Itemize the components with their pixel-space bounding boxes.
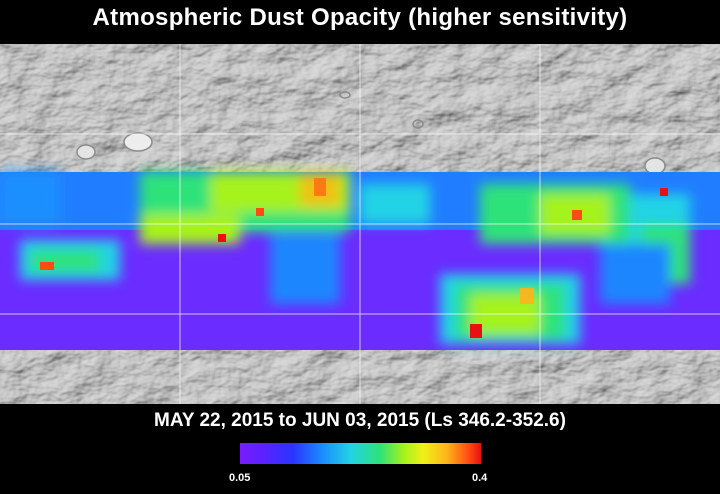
date-range: MAY 22, 2015 to JUN 03, 2015 (Ls 346.2-3… [154,410,566,431]
dust-hotspot-center [256,208,264,216]
colorbar-max-label: 0.4 [472,472,488,484]
colorbar [240,443,481,464]
dust-opacity-map [0,44,720,404]
map-title: Atmospheric Dust Opacity (higher sensiti… [92,4,628,31]
colorbar-min-label: 0.05 [229,472,251,484]
dust-hotspot-east [572,210,582,220]
coordinate-grid [0,44,720,404]
dust-hotspot-south [470,324,482,338]
dust-hotspot-valles [218,234,226,242]
surface-features [76,91,666,175]
dust-hotspot-southeast [520,288,534,304]
map-canvas [0,44,720,404]
dust-hotspot-far-east [660,188,668,196]
dust-hotspot-west [40,262,54,270]
dust-hotspot-tharsis [314,178,326,196]
